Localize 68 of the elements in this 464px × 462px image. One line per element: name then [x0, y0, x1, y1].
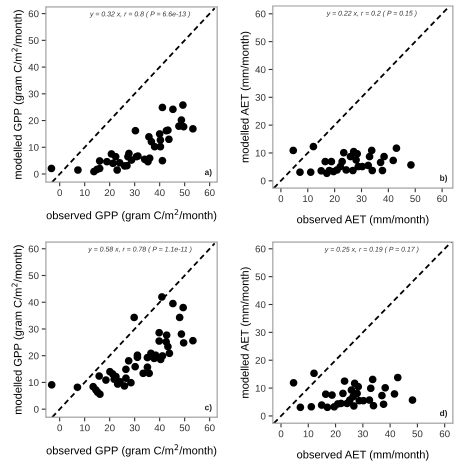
y-tick-label: 60: [28, 246, 39, 252]
annotation: a): [204, 169, 212, 177]
y-tick-label: 20: [256, 122, 266, 129]
y-tick-label: 30: [28, 326, 39, 333]
x-tick-label: 0: [278, 430, 284, 438]
x-tick-label: 40: [154, 189, 165, 196]
x-tick-label: 60: [204, 424, 215, 432]
x-axis-title: observed GPP (gram C/m$^{2}$/month): [46, 444, 216, 457]
y-tick-label: 50: [255, 273, 266, 280]
y-tick-label: 60: [28, 10, 39, 18]
y-tick-label: 60: [256, 246, 266, 252]
x-tick-label: 50: [180, 189, 190, 196]
annotation: c): [204, 404, 212, 412]
y-axis-title: modelled GPP (gram C/m$^{2}$/month): [12, 10, 24, 179]
y-axis-title: modelled AET (mm/month): [240, 32, 251, 162]
y-tick-label: 10: [28, 379, 39, 386]
x-tick-label: 0: [57, 189, 62, 196]
x-tick-label: 20: [104, 424, 115, 432]
x-tick-label: 60: [437, 195, 448, 202]
y-tick-label: 30: [28, 90, 39, 98]
y-tick-label: 30: [255, 94, 266, 101]
x-tick-label: 30: [358, 430, 368, 438]
y-tick-label: 30: [255, 329, 266, 336]
x-tick-label: 60: [204, 189, 215, 196]
x-tick-label: 60: [440, 430, 450, 438]
x-tick-label: 40: [383, 195, 394, 202]
x-tick-label: 30: [356, 195, 367, 202]
x-tick-label: 30: [130, 189, 140, 196]
x-tick-label: 0: [278, 195, 284, 202]
y-tick-label: 20: [256, 356, 266, 364]
y-tick-label: 40: [255, 66, 266, 74]
x-tick-label: 10: [304, 430, 314, 438]
x-axis-title: observed GPP (gram C/m$^{2}$/month): [46, 209, 216, 222]
x-axis-title: observed AET (mm/month): [297, 450, 428, 461]
x-tick-label: 20: [104, 189, 115, 196]
y-tick-label: 50: [28, 272, 39, 280]
x-tick-label: 0: [57, 424, 62, 432]
y-tick-label: 0: [260, 178, 266, 184]
x-tick-label: 50: [180, 424, 190, 432]
y-tick-label: 60: [256, 10, 266, 18]
y-tick-label: 0: [260, 412, 266, 420]
y-tick-label: 50: [255, 38, 266, 46]
x-tick-label: 50: [410, 195, 420, 202]
x-tick-label: 10: [80, 189, 90, 196]
y-tick-label: 10: [256, 150, 266, 157]
x-tick-label: 40: [384, 430, 396, 438]
x-tick-label: 40: [154, 424, 165, 432]
y-tick-label: 40: [28, 298, 39, 306]
y-tick-label: 10: [28, 144, 39, 151]
x-axis-title: observed AET (mm/month): [297, 215, 428, 226]
y-axis-title: modelled GPP (gram C/m$^{2}$/month): [12, 245, 24, 414]
annotation: b): [440, 174, 448, 183]
x-tick-label: 10: [303, 195, 313, 202]
y-tick-label: 40: [28, 64, 39, 71]
x-tick-label: 20: [330, 195, 340, 202]
y-tick-label: 40: [255, 301, 266, 308]
x-tick-label: 20: [330, 430, 341, 438]
x-tick-label: 30: [130, 424, 140, 432]
y-axis-title: modelled AET (mm/month): [240, 267, 251, 398]
x-tick-label: 10: [80, 424, 90, 432]
x-tick-label: 50: [412, 430, 422, 438]
y-tick-label: 20: [28, 117, 39, 124]
y-tick-label: 20: [28, 352, 39, 360]
annotation: d): [440, 410, 448, 418]
y-tick-label: 50: [28, 37, 39, 44]
y-tick-label: 10: [256, 384, 266, 392]
y-tick-label: 0: [34, 406, 39, 413]
y-tick-label: 0: [34, 170, 39, 178]
